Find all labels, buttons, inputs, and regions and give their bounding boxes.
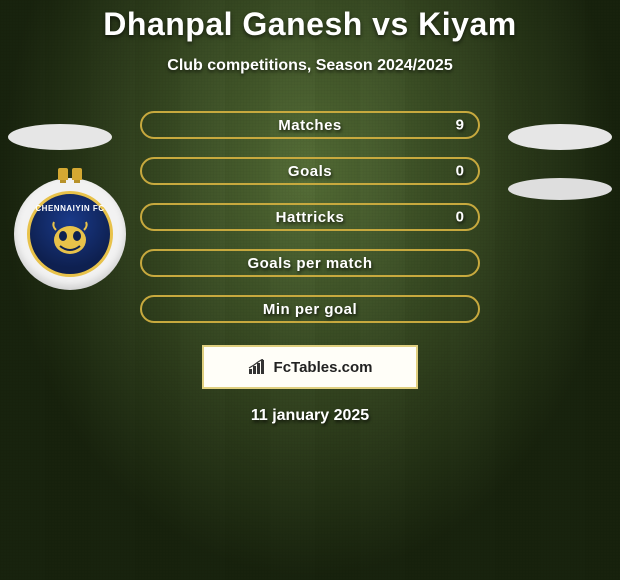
stat-label: Goals per match: [247, 255, 372, 272]
stat-row-goals-per-match: Goals per match: [140, 249, 480, 277]
page-title: Dhanpal Ganesh vs Kiyam: [0, 6, 620, 43]
player-left-avatar-placeholder: [8, 124, 112, 150]
club-right-badge-placeholder: [508, 178, 612, 200]
stat-label: Min per goal: [263, 301, 357, 318]
subtitle: Club competitions, Season 2024/2025: [0, 57, 620, 75]
stat-value: 0: [456, 209, 464, 226]
club-badge-text: CHENNAIYIN FC: [35, 204, 104, 213]
stat-value: 0: [456, 163, 464, 180]
attribution-badge: FcTables.com: [202, 345, 418, 389]
stat-row-goals: Goals 0: [140, 157, 480, 185]
stat-row-min-per-goal: Min per goal: [140, 295, 480, 323]
stat-value: 9: [456, 117, 464, 134]
club-left-badge: CHENNAIYIN FC: [14, 178, 126, 290]
stat-label: Hattricks: [276, 209, 345, 226]
stat-label: Goals: [288, 163, 332, 180]
player-right-avatar-placeholder: [508, 124, 612, 150]
content-wrapper: Dhanpal Ganesh vs Kiyam Club competition…: [0, 0, 620, 425]
stat-row-matches: Matches 9: [140, 111, 480, 139]
stat-row-hattricks: Hattricks 0: [140, 203, 480, 231]
date-text: 11 january 2025: [0, 407, 620, 425]
trophies-icon: [58, 168, 82, 180]
bar-chart-icon: [248, 359, 268, 375]
club-mascot-icon: [48, 216, 92, 260]
stat-label: Matches: [278, 117, 342, 134]
attribution-text: FcTables.com: [274, 359, 373, 376]
